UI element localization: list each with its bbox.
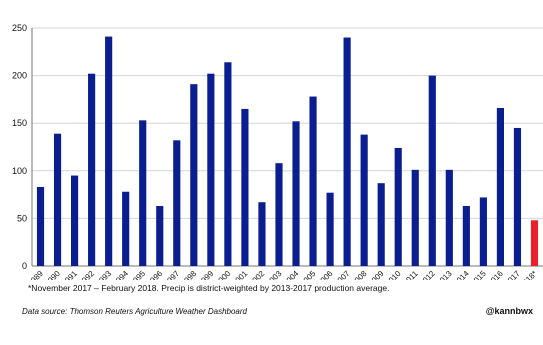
bar-2001: [241, 108, 249, 266]
bar-2005: [309, 96, 317, 266]
x-tick-label: 2004: [281, 269, 300, 280]
x-tick-label: 1989: [26, 269, 45, 280]
bar-1996: [156, 206, 164, 266]
bar-1991: [71, 175, 79, 266]
x-tick-label: 1995: [128, 269, 147, 280]
x-tick-label: 2008: [350, 269, 369, 280]
x-tick-label: 1996: [145, 269, 164, 280]
bar-2010: [394, 147, 402, 266]
bar-2017: [513, 127, 522, 267]
y-tick-label: 250: [12, 23, 27, 33]
precipitation-bar-chart: 0501001502002501989199019911992199319941…: [12, 23, 543, 280]
y-tick-label: 100: [12, 166, 27, 176]
x-tick-label: 2005: [299, 269, 318, 280]
x-tick-label: 2018*: [518, 269, 539, 280]
x-tick-label: 2006: [316, 269, 335, 280]
bar-1993: [105, 36, 113, 267]
x-tick-label: 1991: [60, 269, 79, 280]
x-tick-label: 1997: [162, 269, 181, 280]
x-tick-label: 2010: [384, 269, 403, 280]
bar-2003: [275, 163, 283, 266]
y-tick-label: 200: [12, 71, 27, 81]
x-tick-label: 2015: [469, 269, 488, 280]
data-source-note: Data source: Thomson Reuters Agriculture…: [22, 307, 247, 316]
bar-2016: [496, 107, 504, 266]
x-tick-label: 2000: [213, 269, 232, 280]
x-tick-label: 2017: [503, 269, 522, 280]
bar-2008: [360, 134, 368, 266]
x-tick-label: 2007: [333, 269, 352, 280]
bar-2015: [479, 197, 487, 266]
bar-1998: [190, 84, 198, 266]
bar-2011: [411, 169, 419, 266]
chart-footnote: *November 2017 – February 2018. Precip i…: [28, 283, 390, 293]
bar-2002: [258, 202, 266, 266]
bar-2012: [428, 75, 436, 266]
x-tick-label: 2001: [230, 269, 249, 280]
author-handle: @kannbwx: [485, 306, 533, 316]
bar-1992: [88, 73, 96, 266]
x-tick-label: 2016: [486, 269, 505, 280]
bar-1990: [53, 133, 62, 266]
bar-1995: [139, 120, 147, 267]
bar-2000: [224, 62, 232, 266]
bar-2004: [292, 121, 300, 267]
x-tick-label: 1999: [196, 269, 215, 280]
y-tick-label: 50: [17, 213, 27, 223]
x-tick-label: 2011: [401, 269, 420, 280]
x-tick-label: 2014: [452, 269, 471, 280]
bar-2013: [445, 169, 453, 266]
x-tick-label: 2003: [264, 269, 283, 280]
bar-2006: [326, 192, 334, 266]
x-tick-label: 1993: [94, 269, 113, 280]
bar-1989: [36, 186, 45, 266]
y-tick-label: 150: [12, 118, 27, 128]
x-tick-label: 1990: [43, 269, 62, 280]
x-tick-label: 1994: [111, 269, 130, 280]
x-tick-label: 2013: [435, 269, 454, 280]
x-tick-label: 1992: [77, 269, 96, 280]
bar-2007: [343, 37, 351, 266]
bar-1994: [122, 191, 130, 266]
y-tick-label: 0: [22, 261, 27, 271]
x-tick-label: 2002: [247, 269, 266, 280]
bar-2018: [530, 220, 539, 266]
x-tick-label: 2012: [418, 269, 437, 280]
bar-1999: [207, 73, 215, 266]
bar-2009: [377, 183, 385, 266]
x-tick-label: 1998: [179, 269, 198, 280]
bar-2014: [462, 206, 470, 266]
bar-1997: [173, 140, 181, 266]
x-tick-label: 2009: [367, 269, 386, 280]
